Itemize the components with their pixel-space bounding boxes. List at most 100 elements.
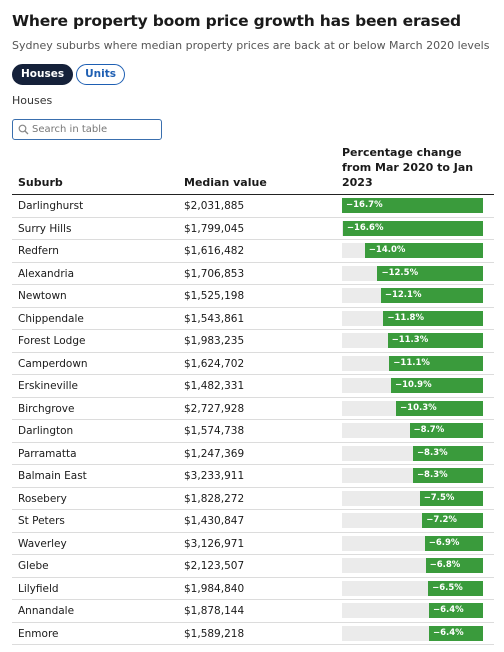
table-row: Glebe $2,123,507 −6.8% [12,555,494,578]
cell-suburb: Annandale [18,605,75,617]
change-bar-track: −14.0% [342,243,483,258]
cell-median-value: $1,574,738 [184,425,245,437]
table-row: Erskineville $1,482,331 −10.9% [12,375,494,398]
cell-suburb: Birchgrove [18,402,75,415]
cell-suburb: Rosebery [18,492,67,505]
cell-suburb: Darlington [18,425,74,437]
cell-median-value: $1,247,369 [184,447,245,460]
cell-median-value: $2,727,928 [184,402,245,415]
table-row: Enmore $1,589,218 −6.4% [12,623,494,645]
change-bar-track: −11.3% [342,333,483,348]
tab-group: Houses Units [12,64,492,85]
column-header-suburb[interactable]: Suburb [18,176,63,189]
table-row: Darlington $1,574,738 −8.7% [12,420,494,443]
table-row: Alexandria $1,706,853 −12.5% [12,263,494,285]
column-header-percentage-change[interactable]: Percentage change from Mar 2020 to Jan 2… [342,146,474,189]
change-bar: −6.4% [428,625,483,641]
change-bar: −12.1% [380,288,483,303]
cell-median-value: $1,828,272 [184,492,245,505]
cell-median-value: $1,878,144 [184,605,245,617]
change-bar: −6.9% [424,535,483,551]
change-bar-label: −8.3% [416,470,448,480]
cell-suburb: Surry Hills [18,222,72,235]
change-bar-label: −6.5% [432,582,463,593]
change-bar-label: −10.9% [394,380,432,390]
change-bar-label: −10.3% [400,402,437,413]
cell-suburb: Camperdown [18,357,88,370]
search-box[interactable] [12,119,162,140]
change-bar-track: −8.3% [342,468,483,483]
cell-suburb: Newtown [18,290,67,302]
table-row: Redfern $1,616,482 −14.0% [12,240,494,263]
change-bar-track: −8.3% [342,445,483,461]
cell-median-value: $1,706,853 [184,267,245,280]
change-bar-label: −16.6% [346,222,384,233]
cell-median-value: $1,616,482 [184,245,245,257]
table-row: Birchgrove $2,727,928 −10.3% [12,398,494,420]
table-row: St Peters $1,430,847 −7.2% [12,510,494,533]
selected-category-label: Houses [12,94,53,107]
change-bar: −12.5% [377,265,483,281]
cell-median-value: $1,983,235 [184,335,245,347]
cell-suburb: Chippendale [18,312,84,325]
tab-units[interactable]: Units [76,64,125,85]
change-bar-label: −7.5% [423,492,455,503]
change-bar-track: −10.3% [342,400,483,416]
change-bar-track: −7.2% [342,513,483,528]
cell-suburb: Redfern [18,245,59,257]
table-row: Forest Lodge $1,983,235 −11.3% [12,330,494,353]
cell-median-value: $3,233,911 [184,470,245,482]
change-bar-track: −6.8% [342,558,483,573]
change-bar-track: −6.4% [342,603,483,618]
cell-median-value: $1,430,847 [184,515,245,527]
cell-median-value: $3,126,971 [184,537,245,550]
table-row: Camperdown $1,624,702 −11.1% [12,353,494,375]
change-bar-label: −6.4% [432,627,464,638]
change-bar-label: −11.1% [393,357,430,368]
change-bar-track: −10.9% [342,378,483,393]
change-bar-track: −12.1% [342,288,483,303]
change-bar: −11.8% [383,310,483,326]
search-input[interactable] [32,124,152,135]
change-bar-track: −11.8% [342,310,483,326]
change-bar: −11.3% [387,333,483,348]
cell-suburb: Lilyfield [18,582,59,595]
search-icon [18,120,29,139]
tab-houses[interactable]: Houses [12,64,74,85]
cell-median-value: $1,624,702 [184,357,245,370]
change-bar: −7.5% [419,490,483,506]
table-body: Darlinghurst $2,031,885 −16.7% Surry Hills $… [12,195,494,645]
table-row: Darlinghurst $2,031,885 −16.7% [12,195,494,218]
change-bar: −11.1% [389,355,483,371]
change-bar-track: −16.7% [342,198,483,213]
table-row: Surry Hills $1,799,045 −16.6% [12,218,494,240]
cell-median-value: $2,123,507 [184,560,245,572]
column-header-median-value[interactable]: Median value [184,176,267,189]
table-row: Waverley $3,126,971 −6.9% [12,533,494,555]
cell-suburb: Alexandria [18,267,75,280]
table-header: Suburb Median value Percentage change fr… [12,146,494,195]
change-bar: −8.7% [409,423,483,438]
change-bar: −10.9% [390,378,483,393]
cell-median-value: $1,482,331 [184,380,245,392]
cell-suburb: Glebe [18,560,49,572]
table-row: Rosebery $1,828,272 −7.5% [12,488,494,510]
change-bar-label: −12.5% [381,267,419,278]
cell-median-value: $1,525,198 [184,290,245,302]
table-row: Chippendale $1,543,861 −11.8% [12,308,494,330]
change-bar: −6.4% [428,603,483,618]
change-bar-label: −14.0% [368,245,406,255]
change-bar: −6.8% [425,558,483,573]
cell-suburb: Parramatta [18,447,77,460]
change-bar-label: −6.4% [432,605,464,615]
change-bar: −16.6% [342,220,483,236]
cell-suburb: Forest Lodge [18,335,86,347]
table-row: Annandale $1,878,144 −6.4% [12,600,494,623]
change-bar-label: −7.2% [426,515,457,525]
cell-suburb: St Peters [18,515,65,527]
page-subtitle: Sydney suburbs where median property pri… [12,39,490,52]
change-bar-label: −11.3% [391,335,429,345]
change-bar-label: −6.9% [428,537,460,548]
change-bar-track: −7.5% [342,490,483,506]
cell-median-value: $1,799,045 [184,222,245,235]
